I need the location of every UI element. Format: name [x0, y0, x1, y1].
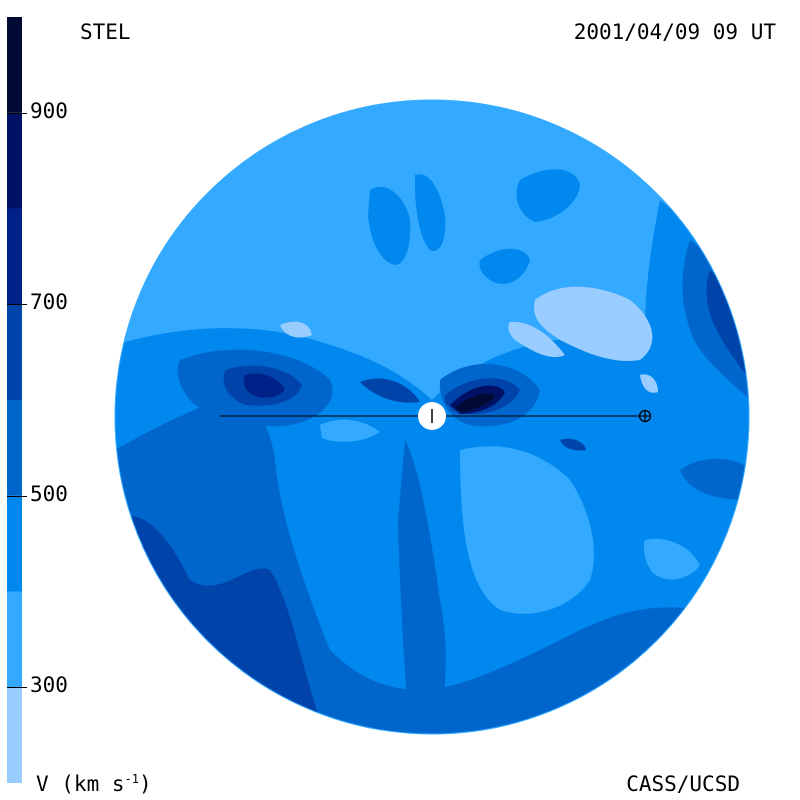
colorbar-band [7, 208, 22, 305]
units-prefix: V (km s [36, 772, 125, 796]
velocity-region [534, 286, 653, 361]
velocity-region [640, 374, 658, 393]
velocity-region [680, 458, 749, 500]
velocity-region [414, 174, 446, 251]
velocity-colorbar [7, 17, 22, 783]
colorbar-tick-label: 700 [30, 290, 68, 315]
colorbar-tick-mark [7, 112, 27, 114]
map-disk-outline [114, 99, 750, 735]
velocity-region [479, 248, 530, 284]
units-suffix: ) [138, 772, 152, 796]
velocity-region [706, 270, 749, 380]
colorbar-tick-mark [7, 304, 27, 306]
velocity-region [243, 373, 285, 398]
observatory-label: STEL [80, 20, 131, 44]
velocity-region [643, 538, 700, 580]
velocity-region [560, 438, 586, 451]
colorbar-band [7, 304, 22, 400]
velocity-region [398, 440, 446, 734]
velocity-region [280, 321, 312, 338]
colorbar-band [7, 17, 22, 113]
sun-disk-icon [418, 402, 446, 430]
velocity-region [516, 169, 580, 222]
colorbar-band [7, 112, 22, 209]
velocity-region [360, 378, 420, 403]
colorbar-tick-mark [7, 687, 27, 689]
units-exponent: -1 [124, 772, 139, 786]
colorbar-band [7, 495, 22, 592]
colorbar-band [7, 400, 22, 496]
timestamp-label: 2001/04/09 09 UT [573, 20, 776, 44]
velocity-region [455, 393, 495, 412]
velocity-region [480, 470, 505, 498]
velocity-region [368, 186, 411, 265]
colorbar-tick-label: 900 [30, 98, 68, 123]
colorbar-tick-label: 500 [30, 481, 68, 506]
colorbar-band [7, 687, 22, 783]
credit-label: CASS/UCSD [626, 772, 740, 796]
colorbar-band [7, 591, 22, 688]
velocity-units-label: V (km s-1) [36, 772, 152, 796]
velocity-region [320, 419, 380, 442]
velocity-region [508, 321, 565, 358]
colorbar-tick-mark [7, 495, 27, 497]
earth-symbol-icon [638, 409, 652, 423]
colorbar-tick-label: 300 [30, 673, 68, 698]
